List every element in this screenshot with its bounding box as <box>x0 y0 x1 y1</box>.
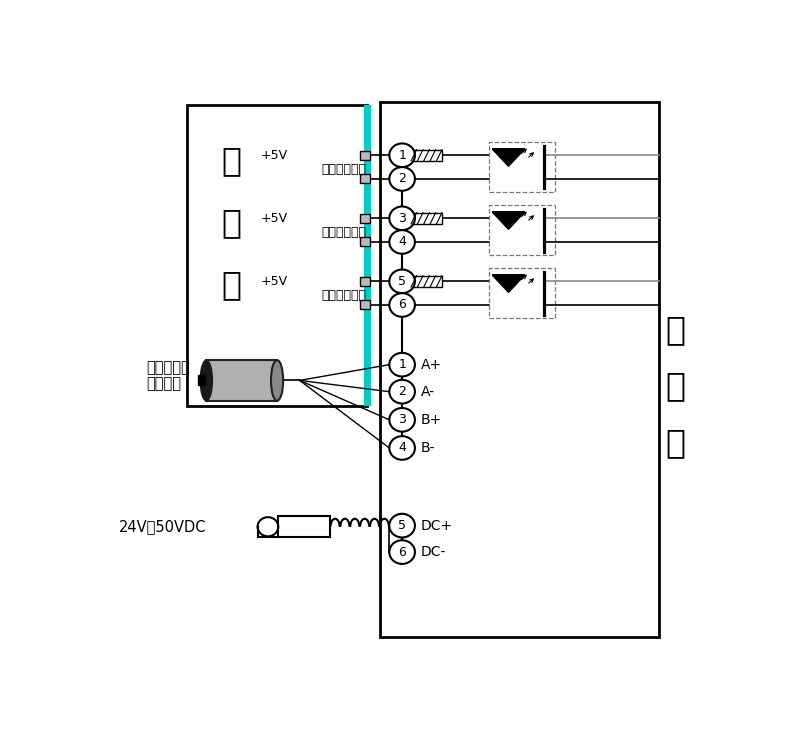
Circle shape <box>390 293 415 317</box>
Text: B-: B- <box>420 441 435 455</box>
Text: 两相混合式: 两相混合式 <box>146 360 190 376</box>
Circle shape <box>390 514 415 537</box>
Text: 器: 器 <box>665 426 685 459</box>
Text: +5V: +5V <box>260 275 287 288</box>
Text: 脱机信号输入: 脱机信号输入 <box>321 289 366 303</box>
Text: B+: B+ <box>420 413 442 427</box>
Text: 2: 2 <box>398 173 406 186</box>
Text: 3: 3 <box>398 413 406 426</box>
Bar <box>206 360 277 401</box>
Text: 控: 控 <box>221 145 242 178</box>
Text: 脉冲信号输入: 脉冲信号输入 <box>321 163 366 176</box>
Text: 4: 4 <box>398 442 406 455</box>
Text: DC+: DC+ <box>420 518 453 533</box>
Bar <box>279 516 331 537</box>
Bar <box>187 105 367 406</box>
Circle shape <box>390 206 415 230</box>
Text: DC-: DC- <box>420 545 445 559</box>
Circle shape <box>390 436 415 460</box>
Bar <box>411 276 442 287</box>
Text: A+: A+ <box>420 357 442 371</box>
Text: +5V: +5V <box>260 212 287 225</box>
Ellipse shape <box>271 360 283 401</box>
Text: 6: 6 <box>398 298 406 311</box>
Text: A-: A- <box>420 385 434 398</box>
Text: 5: 5 <box>398 519 406 532</box>
Circle shape <box>390 380 415 404</box>
Bar <box>360 151 370 160</box>
Circle shape <box>390 353 415 376</box>
Text: 24V～50VDC: 24V～50VDC <box>119 519 206 534</box>
Bar <box>360 213 370 223</box>
Polygon shape <box>493 276 524 292</box>
Text: 5: 5 <box>398 275 406 288</box>
Text: 4: 4 <box>398 235 406 249</box>
Text: 驱: 驱 <box>665 314 685 346</box>
Bar <box>360 277 370 286</box>
Ellipse shape <box>200 360 212 401</box>
Circle shape <box>390 408 415 431</box>
Circle shape <box>390 230 415 254</box>
Bar <box>411 213 442 224</box>
Bar <box>380 102 659 637</box>
Text: +5V: +5V <box>260 149 287 162</box>
Text: 1: 1 <box>398 149 406 162</box>
Text: 机: 机 <box>221 268 242 301</box>
Polygon shape <box>493 213 524 230</box>
Polygon shape <box>493 149 524 166</box>
Bar <box>198 375 205 385</box>
Text: 3: 3 <box>398 212 406 225</box>
Text: 6: 6 <box>398 545 406 558</box>
Text: 步进电机: 步进电机 <box>146 376 181 391</box>
Bar <box>360 238 370 246</box>
Circle shape <box>390 143 415 167</box>
Bar <box>360 175 370 183</box>
Bar <box>411 150 442 161</box>
Text: 方向信号输入: 方向信号输入 <box>321 227 366 240</box>
Bar <box>360 300 370 309</box>
Text: 1: 1 <box>398 358 406 371</box>
Circle shape <box>390 540 415 564</box>
Bar <box>364 105 371 406</box>
Text: 动: 动 <box>665 370 685 403</box>
Circle shape <box>390 270 415 293</box>
Text: 2: 2 <box>398 385 406 398</box>
Circle shape <box>390 167 415 191</box>
Text: 制: 制 <box>221 206 242 239</box>
